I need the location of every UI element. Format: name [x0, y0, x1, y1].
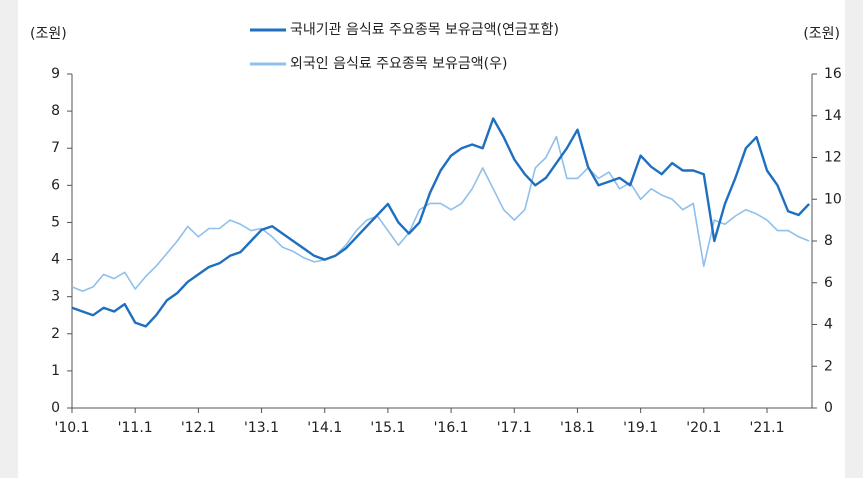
y2-tick-label: 0 [824, 400, 833, 416]
y-tick-label: 6 [51, 177, 60, 193]
x-tick-label: '15.1 [370, 420, 405, 436]
legend-label: 국내기관 음식료 주요종목 보유금액(연금포함) [290, 22, 559, 38]
legend-label: 외국인 음식료 주요종목 보유금액(우) [290, 56, 507, 72]
x-tick-label: '19.1 [623, 420, 658, 436]
y2-tick-label: 14 [824, 108, 842, 124]
x-tick-label: '17.1 [497, 420, 532, 436]
x-tick-label: '14.1 [307, 420, 342, 436]
line-series [71, 117, 810, 328]
y2-tick-label: 8 [824, 233, 833, 249]
x-tick-label: '11.1 [118, 420, 153, 436]
y2-tick-label: 2 [824, 358, 833, 374]
line-series [71, 135, 810, 292]
y-tick-label: 8 [51, 103, 60, 119]
x-tick-label: '16.1 [434, 420, 469, 436]
x-tick-label: '13.1 [244, 420, 279, 436]
y-tick-label: 4 [51, 252, 60, 268]
y-tick-label: 5 [51, 214, 60, 230]
x-tick-label: '12.1 [181, 420, 216, 436]
x-tick-label: '21.1 [749, 420, 784, 436]
y-tick-label: 3 [51, 289, 60, 305]
y-tick-label: 2 [51, 326, 60, 342]
panel [18, 0, 845, 478]
y-tick-label: 7 [51, 140, 60, 156]
y-axis-label: (조원) [30, 26, 67, 42]
x-tick-label: '18.1 [560, 420, 595, 436]
y2-axis-label: (조원) [803, 26, 840, 42]
x-tick-label: '10.1 [54, 420, 89, 436]
y2-tick-label: 12 [824, 150, 842, 166]
y2-tick-label: 6 [824, 275, 833, 291]
y-tick-label: 9 [51, 66, 60, 82]
y2-tick-label: 10 [824, 191, 842, 207]
y2-tick-label: 4 [824, 317, 833, 333]
x-tick-label: '20.1 [686, 420, 721, 436]
y2-tick-label: 16 [824, 66, 842, 82]
y-tick-label: 0 [51, 400, 60, 416]
y-tick-label: 1 [51, 363, 60, 379]
